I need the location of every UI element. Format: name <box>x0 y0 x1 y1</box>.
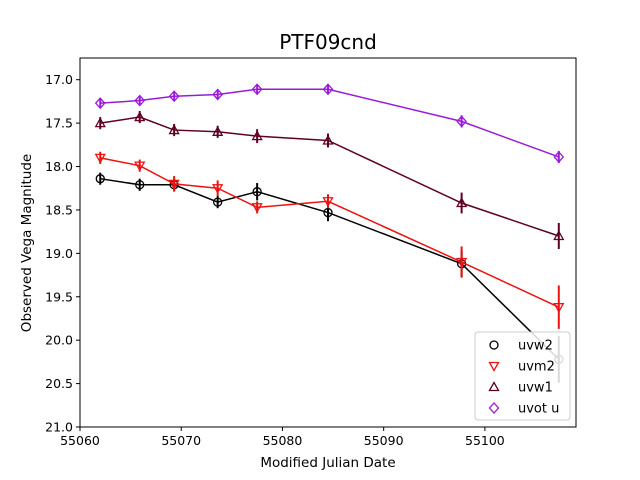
plot-frame <box>79 57 577 428</box>
data-point <box>251 130 263 141</box>
data-point <box>134 111 146 122</box>
y-tick-label: 18.0 <box>45 159 73 174</box>
data-point <box>251 203 263 214</box>
data-point <box>168 124 180 135</box>
series-line <box>100 157 560 308</box>
legend-marker <box>489 340 499 350</box>
data-point <box>252 187 262 197</box>
y-tick-label: 17.0 <box>45 72 73 87</box>
data-point <box>212 184 224 195</box>
data-point <box>322 134 334 145</box>
data-point <box>168 90 180 103</box>
y-tick-label: 17.5 <box>45 116 73 131</box>
x-tick-label: 55080 <box>263 433 303 448</box>
chart-title: PTF09cnd <box>279 30 377 54</box>
legend-item: uvw1 <box>488 381 553 396</box>
data-point <box>94 97 106 110</box>
data-point <box>94 153 106 164</box>
data-point <box>135 180 145 190</box>
legend-marker <box>488 402 500 414</box>
ticks-layer: 55060 55070 55080 55090 55100 17.0 17.5 18.0 18.… <box>45 72 505 448</box>
data-point <box>212 125 224 136</box>
data-point <box>134 94 146 107</box>
data-point <box>456 197 468 208</box>
legend-item: uvw2 <box>489 339 553 354</box>
y-tick-label: 19.0 <box>45 246 73 261</box>
x-tick-label: 55100 <box>465 433 505 448</box>
legend-item: uvot u <box>488 402 559 417</box>
legend-marker <box>488 361 500 372</box>
series-line <box>100 116 560 237</box>
legend-label: uvw2 <box>518 339 553 354</box>
legend-item: uvm2 <box>488 360 555 375</box>
data-point <box>251 83 263 96</box>
series-line <box>100 177 560 360</box>
data-point <box>95 174 105 184</box>
data-point <box>322 83 334 96</box>
data-point <box>456 257 468 268</box>
y-tick-label: 20.0 <box>45 333 73 348</box>
data-point <box>553 230 565 241</box>
y-tick-label: 20.5 <box>45 376 73 391</box>
data-point <box>456 115 467 128</box>
legend-marker <box>488 381 500 392</box>
legend-label: uvw1 <box>518 381 553 396</box>
x-tick-label: 55090 <box>364 433 404 448</box>
x-tick-label: 55070 <box>161 433 201 448</box>
data-point <box>212 88 224 101</box>
data-point <box>323 207 333 218</box>
data-point <box>553 303 565 314</box>
series-uvm2 <box>94 151 565 329</box>
series-uvw1 <box>94 110 565 250</box>
series-uvot-u <box>94 83 565 164</box>
data-point <box>553 151 565 163</box>
data-point <box>168 179 180 190</box>
legend: uvw2 uvm2 uvw1 uvot u <box>474 331 571 421</box>
legend-label: uvot u <box>518 402 559 417</box>
data-point <box>134 161 146 172</box>
x-tick-label: 55060 <box>60 433 100 448</box>
y-tick-label: 19.5 <box>45 289 73 304</box>
y-tick-label: 21.0 <box>45 420 73 435</box>
data-point <box>213 197 223 207</box>
data-point <box>322 197 334 208</box>
y-tick-label: 18.5 <box>45 202 73 217</box>
y-axis-label: Observed Vega Magnitude <box>19 154 35 332</box>
data-point <box>94 117 106 128</box>
legend-label: uvm2 <box>518 360 555 375</box>
x-axis-label: Modified Julian Date <box>260 455 395 471</box>
series-line <box>100 88 560 158</box>
legend-box <box>474 331 571 421</box>
